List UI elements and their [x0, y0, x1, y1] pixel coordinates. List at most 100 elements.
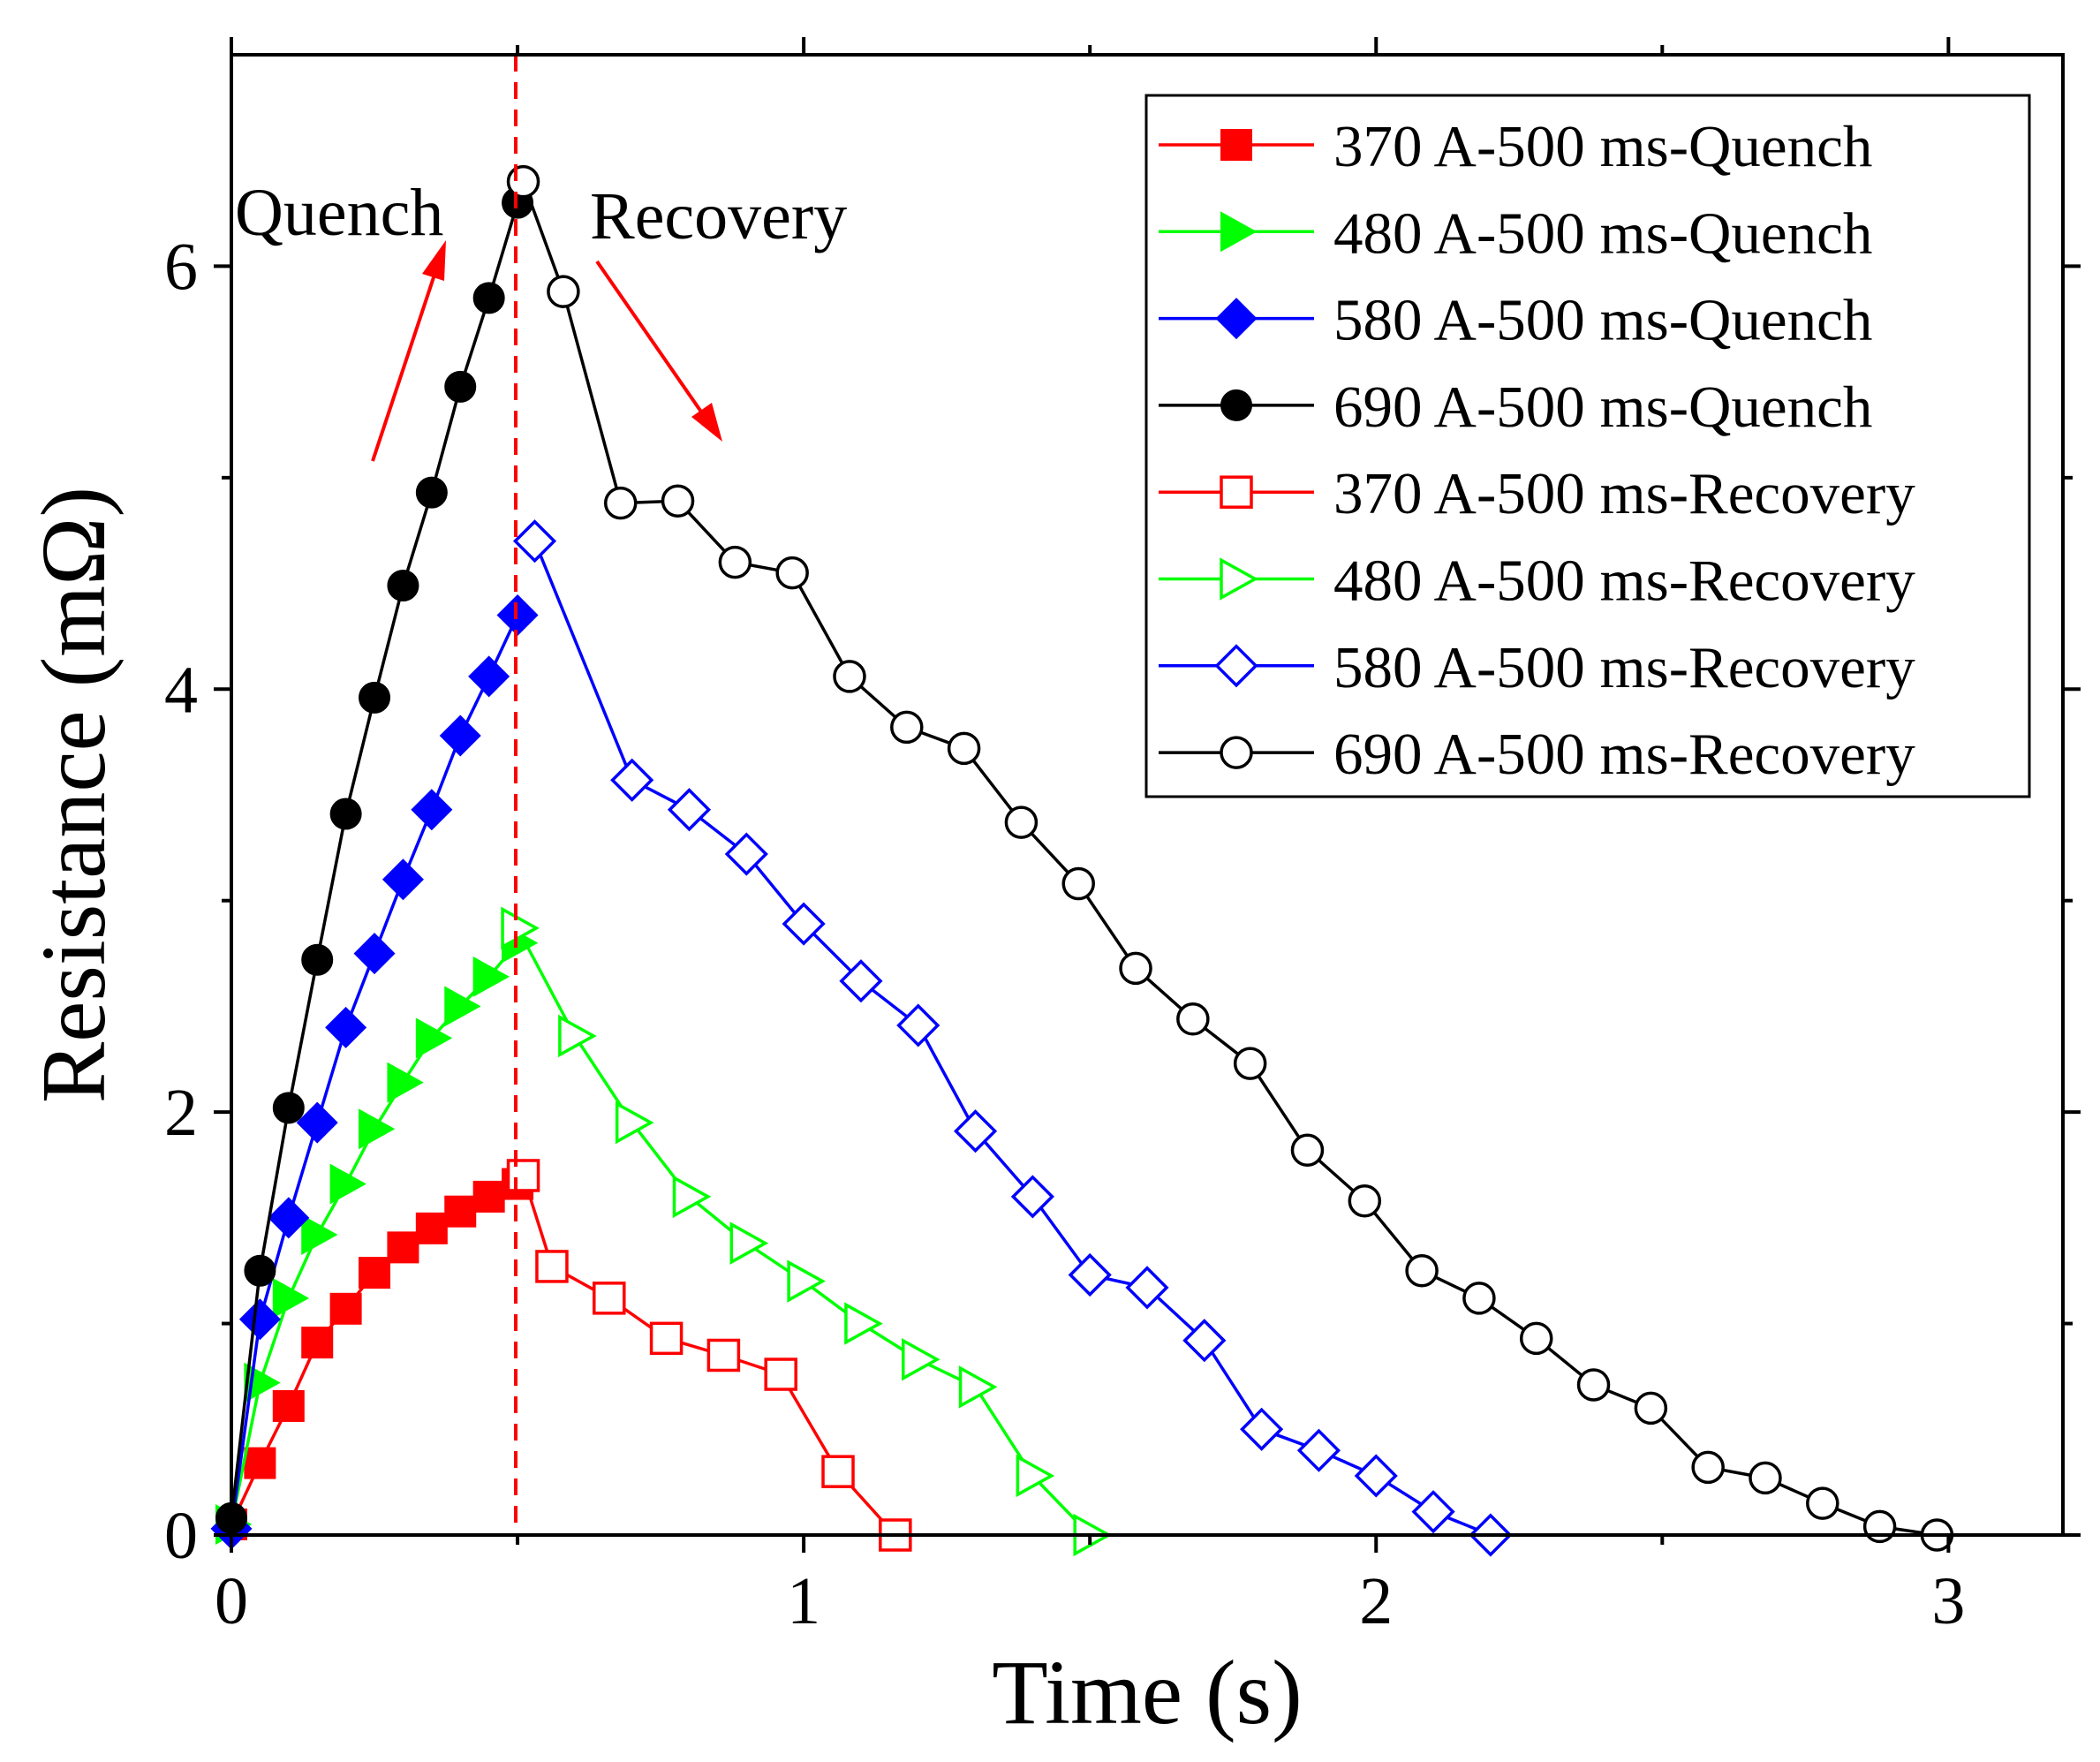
legend-label: 370 A-500 ms-Quench	[1333, 114, 1872, 179]
data-point	[729, 1221, 769, 1265]
data-point	[244, 1447, 276, 1479]
data-point	[1010, 1175, 1054, 1219]
data-point	[821, 1455, 855, 1488]
data-point	[359, 1108, 396, 1150]
data-point	[896, 1003, 940, 1047]
data-point	[1182, 1319, 1227, 1363]
data-point	[782, 902, 826, 946]
data-point	[1576, 1368, 1611, 1402]
data-point	[787, 1259, 826, 1303]
data-point	[1862, 1509, 1897, 1544]
data-point	[444, 986, 481, 1027]
data-point	[329, 1163, 366, 1205]
legend-items: 370 A-500 ms-Quench 480 A-500 ms-Quench 58…	[1159, 114, 1915, 787]
data-point	[439, 715, 481, 757]
data-point	[764, 1357, 797, 1391]
annotation-recovery: Recovery	[590, 179, 847, 253]
data-point	[902, 1338, 940, 1381]
legend-label: 690 A-500 ms-Recovery	[1333, 722, 1915, 787]
legend-item: 370 A-500 ms-Recovery	[1159, 461, 1915, 526]
legend-label: 480 A-500 ms-Quench	[1333, 200, 1872, 266]
data-point	[444, 370, 477, 403]
ticks-layer: 0 1 2 3 0 2 4 6	[164, 37, 2081, 1638]
recovery-arrow-head	[691, 403, 722, 442]
data-point	[272, 1389, 305, 1422]
y-tick-label: 4	[164, 653, 198, 727]
data-point	[1061, 866, 1095, 901]
data-point	[1233, 1047, 1267, 1080]
data-point	[296, 1101, 338, 1144]
quench-arrow-shaft	[371, 266, 439, 462]
data-point	[1691, 1450, 1725, 1485]
annotation-quench: Quench	[235, 176, 443, 250]
legend-item: 580 A-500 ms-Quench	[1159, 288, 1872, 353]
data-point	[415, 476, 448, 509]
legend-label: 370 A-500 ms-Recovery	[1333, 461, 1915, 526]
legend-item: 370 A-500 ms-Quench	[1159, 114, 1872, 179]
data-point	[615, 1100, 654, 1145]
data-point	[415, 1017, 453, 1059]
data-point	[1119, 951, 1152, 986]
legend-marker	[1214, 644, 1258, 688]
data-point	[672, 1175, 712, 1219]
data-point	[444, 1195, 477, 1228]
data-point	[1176, 1002, 1210, 1036]
data-point	[411, 789, 453, 831]
y-axis-title: Resistance (mΩ)	[23, 487, 125, 1103]
data-point	[301, 1327, 334, 1359]
data-point	[506, 164, 540, 199]
data-point	[547, 275, 580, 308]
legend-item: 480 A-500 ms-Recovery	[1159, 548, 1915, 614]
data-point	[775, 556, 809, 590]
legend-label: 690 A-500 ms-Quench	[1333, 374, 1872, 440]
annotations: Quench Recovery	[235, 176, 847, 462]
data-point	[1462, 1282, 1496, 1315]
data-point	[558, 1014, 597, 1058]
y-tick-label: 0	[164, 1499, 198, 1573]
data-point	[468, 655, 510, 698]
x-tick-label: 0	[215, 1564, 248, 1638]
data-point	[1296, 1428, 1341, 1472]
data-point	[501, 906, 540, 950]
data-point	[1068, 1252, 1112, 1297]
data-point	[1634, 1391, 1668, 1425]
data-point	[1240, 1407, 1284, 1451]
data-point	[890, 710, 924, 745]
data-point	[472, 282, 505, 314]
legend-marker	[1215, 298, 1258, 340]
data-point	[301, 943, 334, 976]
data-point	[953, 1109, 998, 1153]
data-point	[1290, 1133, 1325, 1167]
data-point	[724, 832, 768, 876]
series-6	[501, 906, 1113, 1557]
legend-box	[1144, 94, 2031, 798]
data-point	[649, 1321, 684, 1356]
data-point	[359, 1257, 391, 1289]
legend-label: 480 A-500 ms-Recovery	[1333, 548, 1915, 614]
legend-marker	[1220, 129, 1252, 161]
legend-marker	[1220, 211, 1258, 253]
data-point	[593, 1282, 626, 1315]
data-point	[329, 798, 362, 830]
x-axis-title: Time (s)	[992, 1642, 1303, 1743]
data-point	[535, 1250, 569, 1283]
y-tick-label: 2	[164, 1076, 198, 1150]
data-point	[301, 1214, 338, 1255]
data-point	[496, 594, 539, 636]
data-point	[1354, 1454, 1398, 1498]
legend-item: 690 A-500 ms-Recovery	[1159, 722, 1915, 787]
data-point	[947, 731, 981, 766]
data-point	[1125, 1266, 1169, 1310]
series-7	[512, 519, 1513, 1557]
data-point	[415, 1212, 448, 1244]
data-point	[667, 788, 712, 832]
data-point	[268, 1197, 310, 1239]
data-point	[1348, 1183, 1382, 1218]
data-point	[603, 486, 638, 520]
data-point	[359, 681, 391, 714]
data-point	[958, 1365, 998, 1409]
legend-item: 690 A-500 ms-Quench	[1159, 374, 1872, 440]
legend-marker	[1220, 389, 1252, 421]
data-point	[718, 545, 752, 579]
